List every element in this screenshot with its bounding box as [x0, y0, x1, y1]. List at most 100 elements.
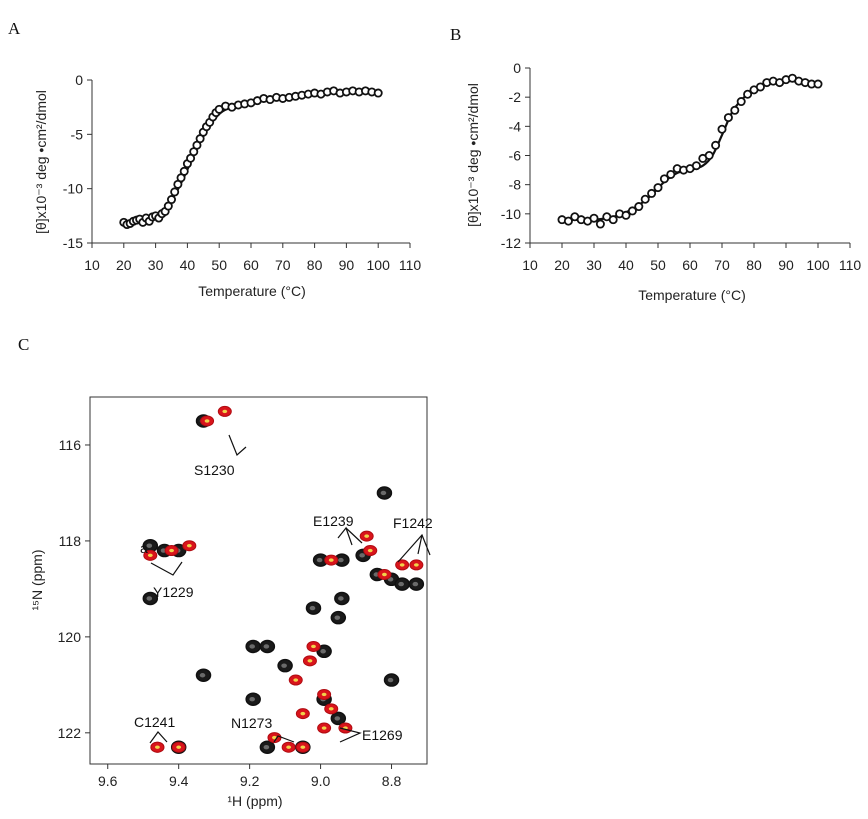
peak-red-core	[286, 745, 292, 749]
peak-dark-core	[334, 615, 341, 620]
chart-a-x-ticks: 10 20 30 40 50 60 70 80 90 100 110	[84, 243, 421, 273]
panel-label-c: C	[18, 335, 29, 354]
peak-dark-core	[320, 649, 326, 654]
chart-c-x-ticks: 9.6 9.4 9.2 9.0 8.8	[98, 764, 401, 789]
peak-red-core	[300, 745, 306, 749]
x-tick-label: 50	[650, 257, 666, 273]
peak-red-core	[367, 548, 373, 553]
peak-red-core	[300, 711, 306, 716]
x-tick-label: 110	[839, 257, 862, 273]
peak-red-core	[321, 726, 327, 730]
annotation-c1241: C1241	[134, 714, 175, 730]
peak-dark-core	[199, 673, 206, 678]
peak-red-core	[311, 644, 316, 649]
peak-red-core	[328, 707, 334, 711]
peak-red-core	[413, 563, 419, 567]
peak-dark-core	[309, 605, 316, 611]
x-tick-label: 80	[746, 257, 762, 273]
peak-red-core	[169, 548, 174, 553]
chart-a-points	[119, 86, 383, 230]
y-tick-label: 116	[59, 437, 82, 453]
data-point	[563, 216, 573, 226]
chart-b-x-ticks: 10 20 30 40 50 60 70 80 90 100 110	[522, 243, 861, 273]
annotation-f1242: F1242	[393, 515, 433, 531]
y-tick-label: -6	[509, 148, 522, 164]
peak-red-core	[364, 534, 370, 538]
x-tick-label: 90	[339, 257, 355, 273]
data-point	[736, 97, 746, 107]
data-point	[704, 150, 714, 160]
peak-red-core	[155, 745, 160, 749]
annotation-n1273: N1273	[231, 715, 272, 731]
x-tick-label: 50	[211, 257, 227, 273]
annotation-y1229: Y1229	[153, 584, 194, 600]
x-tick-label: 60	[682, 257, 698, 273]
chart-c: 116 118 120 122 9.6 9.4 9.2 9.0 8.8 S1230 Y1229…	[29, 396, 433, 809]
peak-dark-core	[146, 596, 153, 601]
x-tick-label: 60	[243, 257, 259, 273]
data-point	[717, 124, 727, 134]
x-tick-label: 40	[180, 257, 196, 273]
chart-b-points	[557, 73, 823, 229]
chart-b-x-label: Temperature (°C)	[638, 287, 746, 303]
peak-dark-core	[316, 557, 323, 563]
peak-dark-core	[338, 557, 344, 563]
panel-label-a: A	[8, 19, 21, 38]
data-point	[659, 174, 669, 184]
chart-a-y-label: [θ]x10⁻³ deg •cm²/dmol	[33, 90, 49, 234]
data-point	[589, 213, 599, 223]
annotation-e1239: E1239	[313, 513, 354, 529]
x-tick-label: 70	[714, 257, 730, 273]
x-tick-label: 10	[522, 257, 538, 273]
chart-b-y-ticks: 0 -2 -4 -6 -8 -10 -12	[501, 60, 530, 251]
peak-dark-core	[398, 581, 404, 587]
data-point	[621, 210, 631, 220]
peak-red-core	[186, 544, 192, 548]
chart-a: 0 -5 -10 -15 10 20 30 40 50 60 70 80 90 100 110 Tempe…	[33, 72, 421, 299]
peak-red-core	[204, 419, 210, 423]
chart-b-fit-line	[561, 79, 819, 222]
annotation-a: a	[140, 540, 148, 556]
data-point	[166, 195, 176, 205]
y-tick-label: 0	[75, 72, 83, 88]
chart-c-peaks	[142, 405, 425, 754]
peak-red-core	[382, 572, 387, 577]
chart-c-y-ticks: 116 118 120 122	[58, 437, 90, 741]
peak-red-core	[293, 678, 299, 682]
peak-dark-core	[380, 490, 387, 496]
y-tick-label: 0	[513, 60, 521, 76]
peak-red-core	[307, 659, 313, 663]
data-point	[666, 169, 676, 179]
peak-dark-core	[334, 716, 341, 721]
peak-red-core	[328, 558, 334, 562]
data-point	[730, 105, 740, 115]
y-tick-label: -10	[501, 206, 521, 222]
chart-c-y-label: ¹⁵N (ppm)	[29, 549, 45, 610]
x-tick-label: 70	[275, 257, 291, 273]
chart-a-y-ticks: 0 -5 -10 -15	[63, 72, 92, 251]
data-point	[755, 82, 765, 92]
data-point	[373, 88, 383, 98]
x-tick-label: 9.2	[240, 773, 260, 789]
data-point	[647, 188, 657, 198]
data-point	[691, 161, 701, 171]
data-point	[634, 202, 644, 212]
x-tick-label: 9.4	[169, 773, 189, 789]
data-point	[813, 79, 823, 89]
peak-dark-core	[146, 543, 153, 548]
y-tick-label: -2	[509, 89, 522, 105]
data-point	[640, 194, 650, 204]
chart-c-x-label: ¹H (ppm)	[227, 793, 282, 809]
x-tick-label: 100	[367, 257, 391, 273]
peak-dark-core	[387, 677, 394, 683]
chart-c-frame	[89, 396, 428, 765]
y-tick-label: -8	[509, 177, 522, 193]
peak-red-core	[399, 563, 405, 567]
x-tick-label: 30	[148, 257, 164, 273]
annotation-s1230: S1230	[194, 462, 235, 478]
peak-dark-core	[263, 745, 270, 750]
data-point	[627, 206, 637, 216]
y-tick-label: 120	[58, 629, 82, 645]
peak-dark-core	[263, 644, 270, 649]
chart-a-fit-line	[123, 89, 379, 223]
